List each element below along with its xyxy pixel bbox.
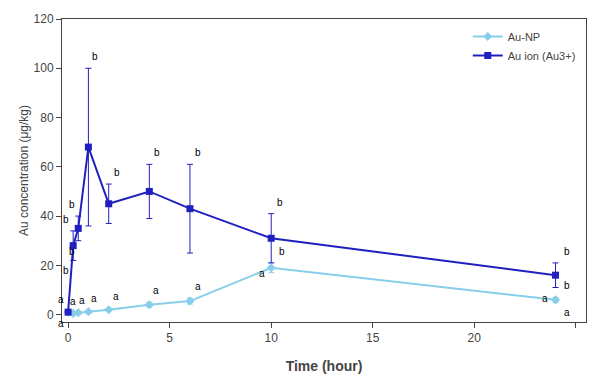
svg-text:Au concentration (μg/kg): Au concentration (μg/kg) <box>17 105 31 236</box>
svg-text:a: a <box>195 281 201 292</box>
svg-text:b: b <box>279 246 285 257</box>
svg-text:b: b <box>564 246 570 257</box>
svg-text:a: a <box>58 294 64 305</box>
svg-text:100: 100 <box>34 61 54 75</box>
svg-text:b: b <box>277 197 283 208</box>
svg-text:b: b <box>564 280 570 291</box>
svg-text:a: a <box>58 318 64 329</box>
svg-text:a: a <box>153 285 159 296</box>
svg-text:a: a <box>564 307 570 318</box>
svg-text:0: 0 <box>65 331 72 345</box>
svg-text:5: 5 <box>166 331 173 345</box>
svg-text:a: a <box>113 291 119 302</box>
svg-text:a: a <box>259 268 265 279</box>
svg-text:b: b <box>63 265 69 276</box>
svg-text:b: b <box>63 214 69 225</box>
svg-text:Au-NP: Au-NP <box>508 31 540 43</box>
svg-text:120: 120 <box>34 12 54 26</box>
svg-text:20: 20 <box>468 331 482 345</box>
svg-text:a: a <box>91 293 97 304</box>
svg-text:Time (hour): Time (hour) <box>286 358 363 374</box>
svg-text:Au ion (Au3+): Au ion (Au3+) <box>508 50 576 62</box>
svg-text:20: 20 <box>40 259 54 273</box>
svg-text:b: b <box>154 147 160 158</box>
svg-text:a: a <box>79 295 85 306</box>
svg-text:b: b <box>92 51 98 62</box>
svg-text:a: a <box>542 293 548 304</box>
svg-text:b: b <box>195 147 201 158</box>
svg-text:b: b <box>114 167 120 178</box>
svg-text:a: a <box>70 296 76 307</box>
svg-text:b: b <box>69 199 75 210</box>
svg-text:b: b <box>69 246 75 257</box>
svg-text:0: 0 <box>47 308 54 322</box>
svg-text:15: 15 <box>366 331 380 345</box>
svg-text:40: 40 <box>40 209 54 223</box>
svg-text:60: 60 <box>40 160 54 174</box>
svg-text:80: 80 <box>40 111 54 125</box>
svg-text:10: 10 <box>265 331 279 345</box>
